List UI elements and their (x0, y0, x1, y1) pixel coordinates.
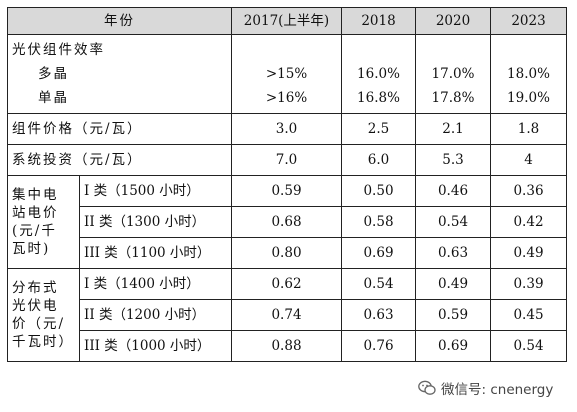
efficiency-mono-label: 单晶 (38, 90, 69, 106)
efficiency-2018: 16.0% 16.8% (341, 34, 416, 114)
cell-value: 0.59 (231, 175, 342, 207)
label-line: 瓦时) (12, 241, 51, 257)
distributed-row-3: III 类（1000 小时） 0.88 0.76 0.69 0.54 (8, 330, 567, 362)
central-class-label: II 类（1300 小时） (79, 206, 232, 238)
efficiency-2020: 17.0% 17.8% (415, 34, 491, 114)
cell-value: >16% (265, 90, 308, 106)
watermark-text: 微信号: cnenergy (441, 382, 554, 398)
header-2020: 2020 (415, 7, 491, 35)
header-2018: 2018 (341, 7, 416, 35)
central-class-label: I 类（1500 小时） (79, 175, 232, 207)
cell-value: 0.69 (341, 237, 416, 269)
distributed-price-label: 分布式 光伏电 价（元/ 千瓦时） (7, 268, 80, 362)
cell-value: 0.49 (490, 237, 567, 269)
cell-value: 0.49 (415, 268, 491, 300)
cell-value: 0.54 (415, 206, 491, 238)
cell-value: 3.0 (231, 113, 342, 145)
cell-value: 16.0% (357, 66, 400, 82)
cell-value: 1.8 (490, 113, 567, 145)
central-class-label: III 类（1100 小时） (79, 237, 232, 269)
cell-value: 0.74 (231, 299, 342, 331)
cell-value: 2.1 (415, 113, 491, 145)
cell-value: 16.8% (357, 90, 400, 106)
cell-value: 0.68 (231, 206, 342, 238)
cell-value: 19.0% (507, 90, 550, 106)
cell-value: 17.0% (431, 66, 475, 82)
cell-value: 0.46 (415, 175, 491, 207)
price-row: 组件价格（元/瓦） 3.0 2.5 2.1 1.8 (7, 113, 567, 145)
investment-row: 系统投资（元/瓦） 7.0 6.0 5.3 4 (7, 144, 567, 176)
cell-value: 0.69 (415, 330, 491, 362)
label-line: 分布式 (12, 280, 59, 296)
distributed-row-1: 分布式 光伏电 价（元/ 千瓦时） I 类（1400 小时） 0.62 0.54… (7, 268, 567, 362)
cell-value: 0.54 (490, 330, 567, 362)
solar-cost-table: 年份 2017(上半年) 2018 2020 2023 光伏组件效率 多晶 单晶… (7, 7, 567, 362)
cell-value: 6.0 (341, 144, 416, 176)
central-row-2: II 类（1300 小时） 0.68 0.58 0.54 0.42 (8, 206, 567, 238)
cell-value: 0.80 (231, 237, 342, 269)
label-line: 站电价 (12, 205, 59, 221)
cell-value: 18.0% (507, 66, 550, 82)
distributed-class-label: III 类（1000 小时） (79, 330, 232, 362)
label-line: 千瓦时） (12, 334, 74, 350)
cell-value: 0.42 (490, 206, 567, 238)
cell-value: 0.59 (415, 299, 491, 331)
efficiency-2017: >15% >16% (231, 34, 342, 114)
cell-value: 0.39 (490, 268, 567, 300)
cell-value: 0.45 (490, 299, 567, 331)
central-price-label: 集中电 站电价 (元/千 瓦时) (7, 175, 80, 269)
efficiency-label: 光伏组件效率 (12, 42, 105, 58)
cell-value: 0.50 (341, 175, 416, 207)
cell-value: 17.8% (431, 90, 475, 106)
distributed-class-label: I 类（1400 小时） (79, 268, 232, 300)
cell-value: 0.76 (341, 330, 416, 362)
label-line: 集中电 (12, 187, 59, 203)
cell-value: 4 (490, 144, 567, 176)
label-line: 价（元/ (12, 316, 66, 332)
cell-value: 0.36 (490, 175, 567, 207)
header-2023: 2023 (490, 7, 567, 35)
cell-value: 7.0 (231, 144, 342, 176)
efficiency-label-cell: 光伏组件效率 多晶 单晶 (7, 34, 232, 114)
distributed-row-2: II 类（1200 小时） 0.74 0.63 0.59 0.45 (8, 299, 567, 331)
label-line: (元/千 (12, 223, 57, 239)
cell-value: >15% (265, 66, 308, 82)
efficiency-row: 光伏组件效率 多晶 单晶 >15% >16% 16.0% 16.8% 17.0% 17… (7, 34, 567, 114)
watermark: 微信号: cnenergy (418, 378, 553, 398)
central-row-1: 集中电 站电价 (元/千 瓦时) I 类（1500 小时） 0.59 0.50 … (7, 175, 567, 269)
efficiency-2023: 18.0% 19.0% (490, 34, 567, 114)
cell-value: 0.88 (231, 330, 342, 362)
cell-value: 0.58 (341, 206, 416, 238)
header-year-label: 年份 (7, 7, 232, 35)
cell-value: 0.62 (231, 268, 342, 300)
label-line: 光伏电 (12, 298, 59, 314)
cell-value: 5.3 (415, 144, 491, 176)
investment-label: 系统投资（元/瓦） (7, 144, 232, 176)
header-row: 年份 2017(上半年) 2018 2020 2023 (7, 7, 567, 35)
cell-value: 0.63 (341, 299, 416, 331)
price-label: 组件价格（元/瓦） (7, 113, 232, 145)
cell-value: 2.5 (341, 113, 416, 145)
central-row-3: III 类（1100 小时） 0.80 0.69 0.63 0.49 (8, 237, 567, 269)
wechat-icon (418, 380, 436, 395)
cell-value: 0.63 (415, 237, 491, 269)
distributed-class-label: II 类（1200 小时） (79, 299, 232, 331)
efficiency-multi-label: 多晶 (38, 66, 69, 82)
cell-value: 0.54 (341, 268, 416, 300)
header-2017: 2017(上半年) (231, 7, 342, 35)
